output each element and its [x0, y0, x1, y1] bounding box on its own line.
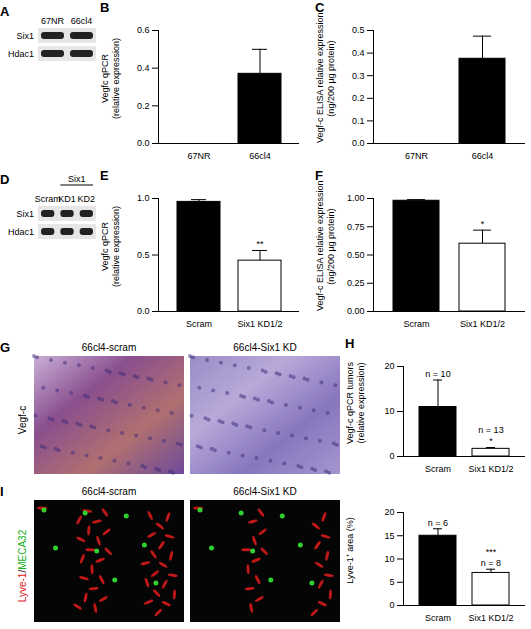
- svg-text:20: 20: [384, 507, 394, 517]
- html-text:H: H: [345, 336, 355, 351]
- svg-text:n = 10: n = 10: [425, 369, 450, 379]
- svg-text:66cl4: 66cl4: [71, 16, 93, 26]
- html-text:B: B: [100, 0, 110, 15]
- html-text:Vegf-c ELISA relative expressi: Vegf-c ELISA relative expression (ng/200…: [315, 12, 336, 143]
- svg-text:Scram: Scram: [186, 319, 212, 329]
- svg-text:0.0: 0.0: [137, 138, 150, 148]
- svg-text:*: *: [481, 219, 485, 229]
- svg-text:n = 13: n = 13: [478, 425, 503, 435]
- svg-text:1.00: 1.00: [347, 193, 365, 203]
- svg-text:20: 20: [384, 361, 394, 371]
- svg-text:Six1 KD1/2: Six1 KD1/2: [468, 464, 513, 474]
- svg-text:0.25: 0.25: [347, 278, 365, 288]
- html-text:Vegfc qPCR (relative expressio: Vegfc qPCR (relative expression): [100, 206, 121, 287]
- svg-text:66cl4-scram: 66cl4-scram: [82, 486, 136, 497]
- svg-text:66cl4: 66cl4: [472, 151, 494, 161]
- svg-text:66cl4: 66cl4: [249, 151, 271, 161]
- svg-text:0.2: 0.2: [352, 93, 365, 103]
- svg-text:KD2: KD2: [78, 194, 96, 204]
- svg-text:Six1 KD1/2: Six1 KD1/2: [237, 319, 282, 329]
- svg-text:Six1: Six1: [16, 31, 34, 41]
- html-text:I: I: [0, 484, 4, 499]
- html-text:C: C: [315, 0, 325, 15]
- svg-text:***: ***: [486, 547, 497, 557]
- svg-text:5: 5: [389, 577, 394, 587]
- svg-text:0.00: 0.00: [347, 306, 365, 316]
- svg-text:0.3: 0.3: [352, 71, 365, 81]
- svg-text:Six1: Six1: [16, 209, 34, 219]
- svg-text:Scram: Scram: [425, 613, 451, 623]
- svg-text:0.0: 0.0: [137, 306, 150, 316]
- svg-text:*: *: [489, 436, 493, 446]
- svg-text:0.5: 0.5: [137, 250, 150, 260]
- html-text:F: F: [315, 168, 323, 183]
- svg-text:10: 10: [384, 406, 394, 416]
- svg-text:1.0: 1.0: [137, 193, 150, 203]
- svg-text:10: 10: [384, 554, 394, 564]
- html-text:G: G: [0, 340, 11, 355]
- svg-text:Scram: Scram: [403, 319, 429, 329]
- svg-text:0.50: 0.50: [347, 250, 365, 260]
- svg-text:KD1: KD1: [58, 194, 76, 204]
- svg-text:0.2: 0.2: [137, 101, 150, 111]
- svg-text:0.75: 0.75: [347, 222, 365, 232]
- svg-text:Six1 KD1/2: Six1 KD1/2: [468, 613, 513, 623]
- svg-text:Hdac1: Hdac1: [8, 49, 34, 59]
- svg-text:n = 8: n = 8: [481, 558, 501, 568]
- svg-text:n = 6: n = 6: [428, 518, 448, 528]
- svg-text:66cl4-scram: 66cl4-scram: [82, 342, 136, 353]
- html-text:A: A: [0, 4, 10, 19]
- svg-text:0.0: 0.0: [352, 138, 365, 148]
- svg-text:67NR: 67NR: [405, 151, 429, 161]
- svg-text:Lyve-1/MECA32: Lyve-1/MECA32: [17, 529, 28, 602]
- svg-text:67NR: 67NR: [187, 151, 211, 161]
- svg-text:0.1: 0.1: [352, 116, 365, 126]
- svg-text:**: **: [256, 239, 264, 249]
- svg-text:Scram: Scram: [35, 194, 61, 204]
- svg-text:0: 0: [389, 600, 394, 610]
- svg-text:Six1: Six1: [68, 174, 86, 184]
- svg-text:Hdac1: Hdac1: [8, 227, 34, 237]
- html-text:D: D: [0, 172, 10, 187]
- html-text:Vegf-c qPCR tumors (relative e: Vegf-c qPCR tumors (relative expression): [345, 362, 366, 444]
- svg-text:Vegf-c: Vegf-c: [17, 406, 28, 434]
- svg-text:0.5: 0.5: [352, 25, 365, 35]
- svg-text:15: 15: [384, 531, 394, 541]
- svg-text:0.4: 0.4: [352, 48, 365, 58]
- html-text:Vegf-c ELISA relative expressi: Vegf-c ELISA relative expression (ng/200…: [315, 180, 336, 311]
- html-text:E: E: [100, 168, 109, 183]
- svg-text:0.4: 0.4: [137, 63, 150, 73]
- svg-text:0.6: 0.6: [137, 25, 150, 35]
- svg-text:0: 0: [389, 451, 394, 461]
- svg-text:Six1 KD1/2: Six1 KD1/2: [460, 319, 505, 329]
- svg-text:66cl4-Six1 KD: 66cl4-Six1 KD: [233, 486, 296, 497]
- html-text:Vegfc qPCR (relative expressio: Vegfc qPCR (relative expression): [100, 38, 121, 119]
- svg-text:67NR: 67NR: [41, 16, 65, 26]
- svg-text:66cl4-Six1 KD: 66cl4-Six1 KD: [233, 342, 296, 353]
- html-text:Lyve-1⁺ area (%): Lyve-1⁺ area (%): [345, 517, 355, 584]
- svg-text:Scram: Scram: [425, 464, 451, 474]
